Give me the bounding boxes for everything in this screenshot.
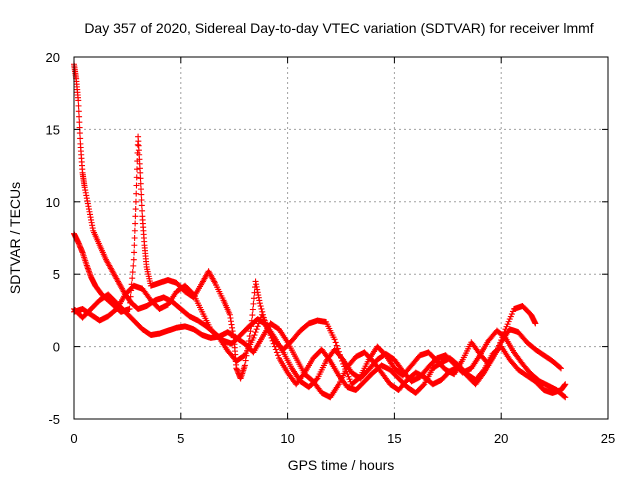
plot-frame [73, 56, 609, 420]
x-tick-label: 25 [601, 431, 615, 446]
data-points [71, 61, 569, 401]
y-tick-label: -5 [48, 412, 60, 427]
y-tick-label: 10 [46, 195, 60, 210]
x-tick-label: 20 [494, 431, 508, 446]
chart-title: Day 357 of 2020, Sidereal Day-to-day VTE… [84, 20, 593, 36]
x-tick-label: 5 [177, 431, 184, 446]
series-track-b [71, 133, 539, 388]
axis-ticks [73, 56, 609, 420]
y-tick-label: 0 [53, 340, 60, 355]
y-tick-labels: -5 0 5 10 15 20 [46, 50, 60, 427]
x-axis-label: GPS time / hours [288, 457, 395, 473]
x-tick-labels: 0 5 10 15 20 25 [70, 431, 615, 446]
x-tick-label: 15 [387, 431, 401, 446]
y-tick-label: 15 [46, 122, 60, 137]
y-axis-label: SDTVAR / TECUs [7, 182, 23, 294]
x-tick-label: 10 [280, 431, 294, 446]
y-tick-label: 20 [46, 50, 60, 65]
point-markers [71, 133, 539, 388]
y-tick-label: 5 [53, 267, 60, 282]
x-tick-label: 0 [70, 431, 77, 446]
grid-lines [74, 57, 608, 419]
